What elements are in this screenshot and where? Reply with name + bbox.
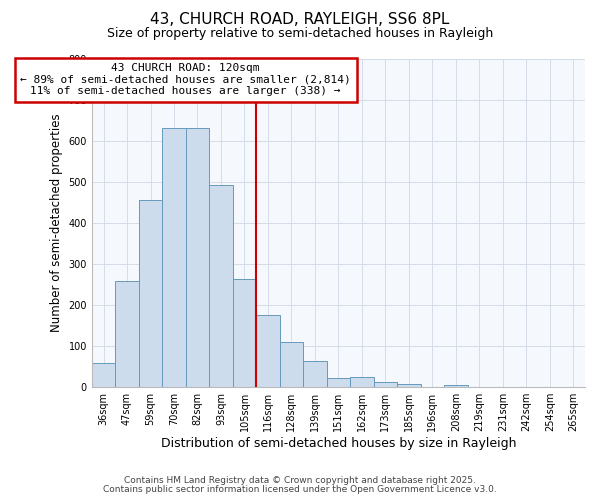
Bar bbox=[162, 128, 186, 387]
Bar bbox=[256, 316, 280, 387]
Bar bbox=[233, 280, 256, 387]
Bar bbox=[209, 186, 233, 387]
Bar bbox=[280, 342, 303, 387]
Bar bbox=[444, 384, 467, 387]
Text: Contains public sector information licensed under the Open Government Licence v3: Contains public sector information licen… bbox=[103, 485, 497, 494]
Bar bbox=[326, 378, 350, 387]
Bar bbox=[186, 128, 209, 387]
Bar bbox=[350, 377, 374, 387]
Bar bbox=[115, 282, 139, 387]
Text: 43, CHURCH ROAD, RAYLEIGH, SS6 8PL: 43, CHURCH ROAD, RAYLEIGH, SS6 8PL bbox=[151, 12, 449, 28]
Bar bbox=[397, 384, 421, 387]
Bar bbox=[374, 382, 397, 387]
Text: 43 CHURCH ROAD: 120sqm
← 89% of semi-detached houses are smaller (2,814)
11% of : 43 CHURCH ROAD: 120sqm ← 89% of semi-det… bbox=[20, 63, 351, 96]
Text: Size of property relative to semi-detached houses in Rayleigh: Size of property relative to semi-detach… bbox=[107, 28, 493, 40]
Bar bbox=[139, 200, 162, 387]
Text: Contains HM Land Registry data © Crown copyright and database right 2025.: Contains HM Land Registry data © Crown c… bbox=[124, 476, 476, 485]
Y-axis label: Number of semi-detached properties: Number of semi-detached properties bbox=[50, 114, 63, 332]
Bar bbox=[303, 360, 326, 387]
Bar bbox=[92, 362, 115, 387]
X-axis label: Distribution of semi-detached houses by size in Rayleigh: Distribution of semi-detached houses by … bbox=[161, 437, 516, 450]
